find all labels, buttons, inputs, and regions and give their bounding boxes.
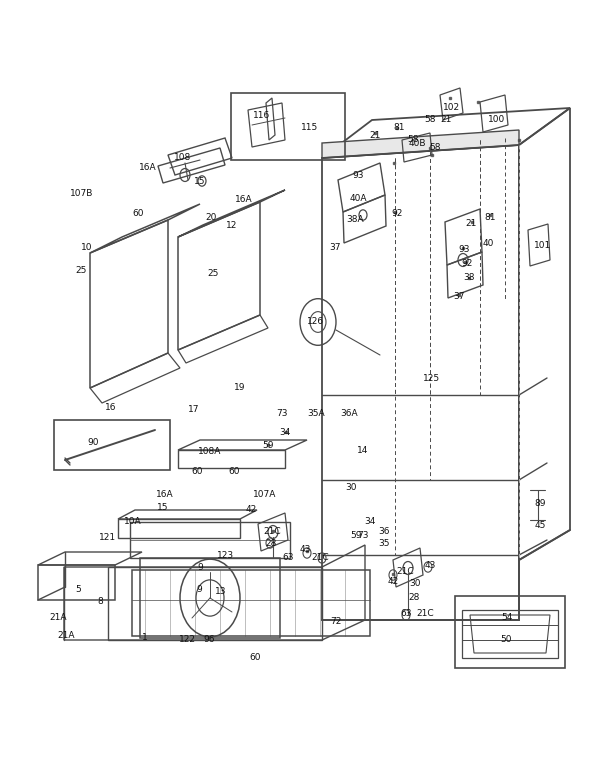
Text: 21C: 21C (263, 526, 281, 536)
Text: 72: 72 (330, 617, 342, 626)
Text: 35: 35 (378, 539, 390, 548)
Text: 25: 25 (76, 266, 87, 274)
Text: 50: 50 (500, 636, 512, 645)
Text: 21A: 21A (49, 613, 67, 623)
Text: 60: 60 (191, 468, 203, 477)
Text: 93: 93 (458, 245, 470, 254)
Text: 16A: 16A (235, 196, 253, 205)
Text: 21: 21 (369, 131, 381, 140)
Text: 12: 12 (227, 222, 238, 231)
Text: 1: 1 (142, 633, 148, 643)
Text: 102: 102 (444, 103, 461, 112)
Text: 63: 63 (400, 610, 412, 619)
Text: 58: 58 (424, 115, 436, 124)
Text: 107B: 107B (70, 189, 94, 198)
Text: 14: 14 (358, 445, 369, 455)
Text: 40: 40 (482, 238, 494, 248)
Text: 58: 58 (407, 135, 419, 144)
Text: 40B: 40B (408, 138, 426, 147)
Text: 21: 21 (466, 219, 477, 228)
Text: 121: 121 (100, 533, 117, 542)
Text: 81: 81 (484, 213, 496, 222)
Polygon shape (322, 130, 519, 158)
Text: 16A: 16A (156, 490, 174, 498)
Text: 92: 92 (391, 209, 403, 218)
Text: 16A: 16A (139, 163, 157, 173)
Text: 37: 37 (453, 292, 465, 300)
Text: 34: 34 (364, 516, 376, 526)
Text: 9: 9 (197, 562, 203, 571)
Text: 21: 21 (440, 115, 452, 125)
Text: 17: 17 (188, 406, 200, 415)
Text: 28: 28 (266, 539, 277, 549)
Text: 28: 28 (408, 593, 419, 601)
Text: 13: 13 (215, 588, 227, 597)
Text: 92: 92 (461, 260, 473, 268)
Text: 21C: 21C (416, 610, 434, 619)
Text: 9: 9 (196, 585, 202, 594)
Text: 15: 15 (158, 503, 169, 513)
Text: 125: 125 (424, 374, 441, 383)
Text: 59: 59 (262, 442, 274, 451)
Text: 38: 38 (463, 274, 475, 283)
Text: 25: 25 (207, 270, 219, 279)
Text: 107A: 107A (253, 490, 277, 498)
Text: 35A: 35A (307, 409, 325, 417)
Text: 73: 73 (276, 409, 288, 417)
Text: 10A: 10A (124, 516, 142, 526)
Text: 21A: 21A (57, 632, 75, 640)
Text: 101: 101 (535, 241, 552, 250)
Text: 73: 73 (358, 530, 369, 539)
Text: 5: 5 (75, 585, 81, 594)
Text: 60: 60 (132, 209, 144, 218)
Text: 58: 58 (430, 143, 441, 151)
Text: 81: 81 (394, 124, 405, 132)
Text: 100: 100 (489, 115, 506, 124)
Text: 8: 8 (97, 597, 103, 607)
Text: 42: 42 (388, 578, 399, 587)
Text: 60: 60 (228, 468, 240, 477)
Text: 15: 15 (194, 177, 206, 186)
Text: 30: 30 (409, 580, 421, 588)
Text: 16: 16 (105, 403, 117, 412)
Text: 42: 42 (245, 504, 257, 513)
Text: 21C: 21C (396, 568, 414, 577)
Text: 45: 45 (535, 520, 546, 529)
Text: 30: 30 (345, 483, 357, 491)
Text: 37: 37 (329, 242, 341, 251)
Text: 21C: 21C (311, 553, 329, 562)
Text: 93: 93 (352, 170, 364, 180)
Text: 10: 10 (81, 244, 93, 252)
Text: 20: 20 (205, 213, 217, 222)
Text: 43: 43 (299, 545, 311, 555)
Text: 40A: 40A (349, 193, 367, 202)
Text: 115: 115 (301, 124, 319, 132)
Text: 59: 59 (350, 530, 362, 539)
Text: 19: 19 (234, 384, 246, 393)
Text: 96: 96 (203, 636, 215, 645)
Text: 122: 122 (179, 636, 195, 645)
Text: 90: 90 (87, 439, 99, 448)
Text: 116: 116 (253, 111, 271, 119)
Text: 34: 34 (279, 428, 291, 436)
Text: 108: 108 (175, 154, 192, 163)
Text: 36A: 36A (340, 409, 358, 417)
Text: 54: 54 (502, 613, 513, 623)
Text: 36: 36 (378, 526, 390, 536)
Text: 60: 60 (249, 653, 261, 662)
Text: 126: 126 (307, 318, 324, 326)
Text: 63: 63 (282, 553, 294, 562)
Text: 89: 89 (535, 500, 546, 509)
Text: 43: 43 (424, 562, 435, 571)
Text: 108A: 108A (198, 448, 222, 457)
Text: 38A: 38A (346, 215, 364, 224)
Text: 123: 123 (218, 551, 235, 559)
